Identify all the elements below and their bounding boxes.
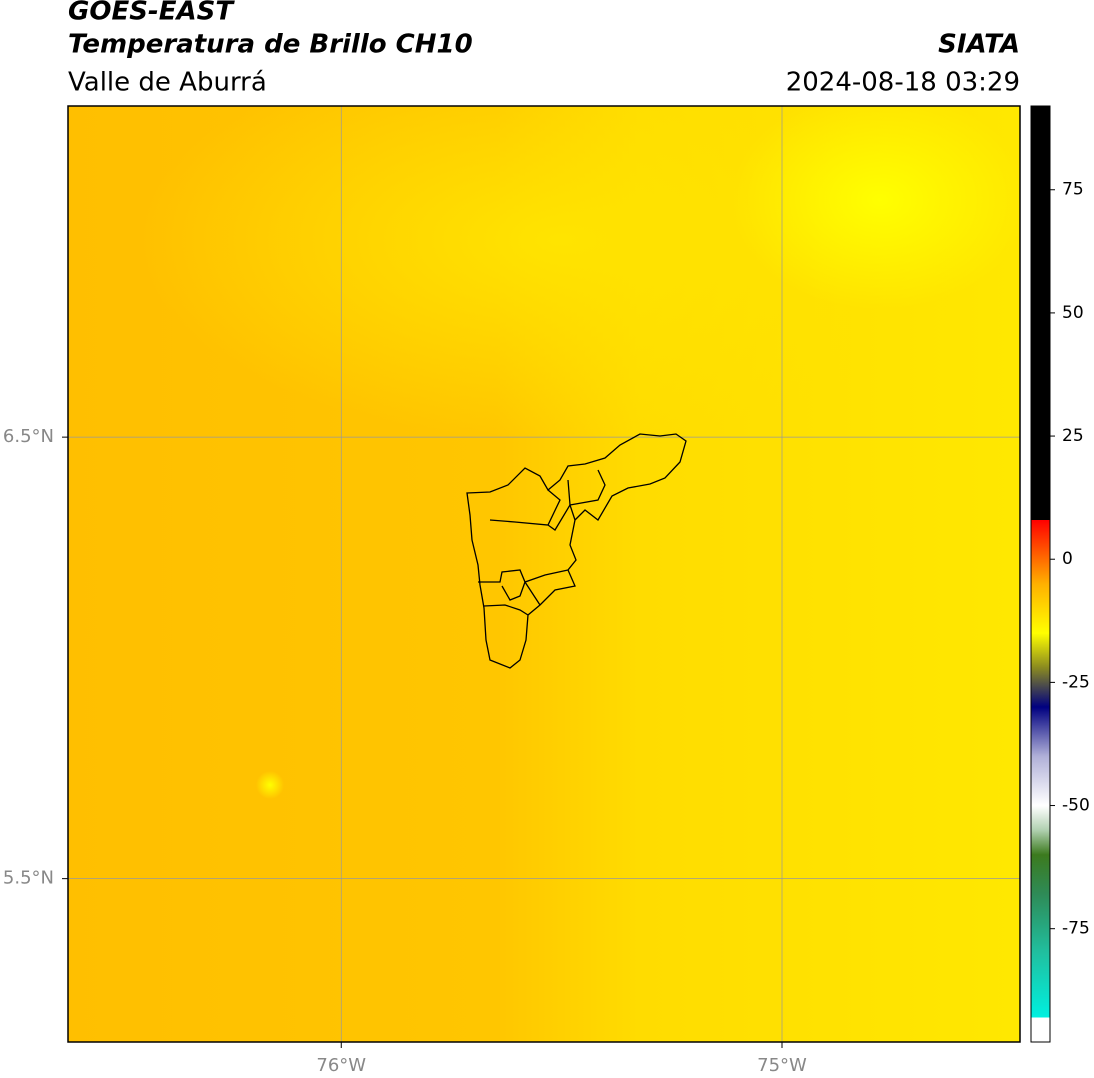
colorbar-tick-label: 25 xyxy=(1062,426,1084,446)
colorbar-tick-label: 50 xyxy=(1062,303,1084,323)
source: SIATA xyxy=(938,30,1020,60)
subtitle: Temperatura de Brillo CH10 xyxy=(68,30,473,60)
colorbar-tick-label: -75 xyxy=(1062,919,1090,939)
y-tick-label: 6.5°N xyxy=(3,426,54,447)
warm-spot xyxy=(730,106,1020,310)
title: GOES-EAST xyxy=(68,0,235,27)
region: Valle de Aburrá xyxy=(68,68,267,98)
colorbar-tick-label: -50 xyxy=(1062,796,1090,816)
x-tick-label: 76°W xyxy=(316,1055,366,1076)
colorbar-tick-label: 75 xyxy=(1062,180,1084,200)
colorbar-frame xyxy=(1030,105,1051,1043)
colorbar-tick-label: 0 xyxy=(1062,549,1073,569)
datetime: 2024-08-18 03:29 xyxy=(786,68,1020,98)
y-tick-label: 5.5°N xyxy=(3,868,54,889)
grid xyxy=(68,106,1020,1042)
basin-outline xyxy=(466,433,687,669)
x-tick-label: 75°W xyxy=(757,1055,807,1076)
colorbar-tick-label: -25 xyxy=(1062,672,1090,692)
colorbar xyxy=(1031,106,1050,1042)
map-frame xyxy=(67,105,1021,1043)
warm-spot xyxy=(256,771,284,799)
map-field xyxy=(68,106,1020,1042)
